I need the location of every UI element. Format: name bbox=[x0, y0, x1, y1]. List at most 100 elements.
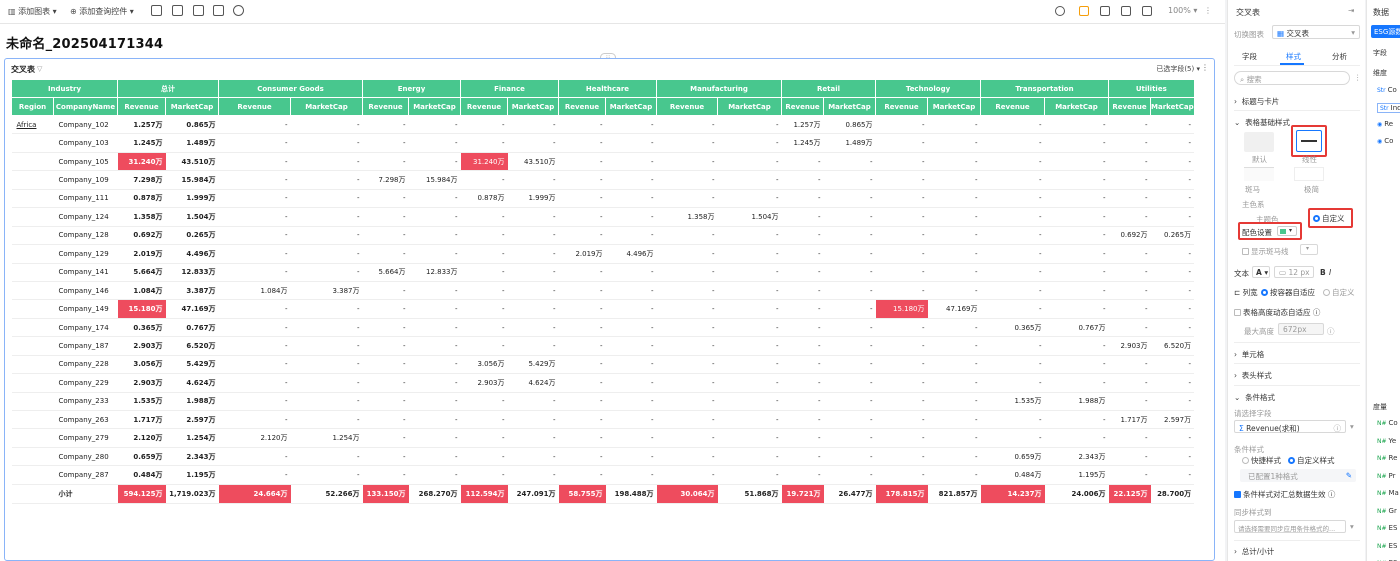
font-color-select[interactable]: A ▾ bbox=[1252, 266, 1270, 278]
style-line-thumb[interactable] bbox=[1296, 130, 1322, 152]
company-cell[interactable]: Company_149 bbox=[53, 299, 118, 319]
company-cell[interactable]: Company_287 bbox=[53, 465, 118, 485]
section-condition[interactable]: ⌄ 条件格式 bbox=[1234, 393, 1276, 402]
group-header[interactable]: Utilities bbox=[1108, 79, 1195, 98]
dim-field[interactable]: StrInd bbox=[1377, 103, 1400, 113]
revenue-header[interactable]: Revenue bbox=[460, 97, 508, 116]
marketcap-header[interactable]: MarketCap bbox=[823, 97, 876, 116]
section-basic-style[interactable]: ⌄ 表格基础样式 bbox=[1234, 118, 1291, 127]
more-icon[interactable]: ⋮ bbox=[1354, 73, 1362, 82]
table-row[interactable]: Company_124 1.358万 1.504万 - - - - - - - -1.358万 1.5… bbox=[11, 207, 1195, 227]
company-cell[interactable]: Company_102 bbox=[53, 115, 118, 135]
measure-field[interactable]: N#ES bbox=[1377, 524, 1398, 532]
company-cell[interactable]: Company_233 bbox=[53, 392, 118, 412]
company-cell[interactable]: Company_174 bbox=[53, 318, 118, 338]
revenue-header[interactable]: Revenue bbox=[218, 97, 291, 116]
company-cell[interactable]: Company_141 bbox=[53, 263, 118, 282]
table-row[interactable]: Company_111 0.878万 1.999万 - - - -0.878万 1.999万 -… bbox=[11, 189, 1195, 209]
add-filter-button[interactable]: ⊕ 添加查询控件 ▾ bbox=[70, 7, 134, 16]
group-header[interactable]: Retail bbox=[781, 79, 876, 98]
collapse-icon[interactable]: ⇥ bbox=[1348, 6, 1355, 15]
marketcap-header[interactable]: MarketCap bbox=[507, 97, 559, 116]
card-more-icon[interactable]: ⋮ bbox=[1201, 63, 1209, 72]
table-row[interactable]: Company_146 1.084万 3.387万 1.084万 3.387万 - - - - -… bbox=[11, 281, 1195, 301]
table-row[interactable]: Company_128 0.692万 0.265万 - - - - - - - - - - - - - - - -0… bbox=[11, 226, 1195, 246]
company-cell[interactable]: Company_187 bbox=[53, 336, 118, 356]
table-row[interactable]: Company_141 5.664万 12.833万 - -5.664万 12.833万 -… bbox=[11, 263, 1195, 282]
notification-icon[interactable] bbox=[1079, 6, 1089, 16]
section-title-card[interactable]: › 标题与卡片 bbox=[1234, 97, 1280, 106]
group-header[interactable]: Transportation bbox=[980, 79, 1109, 98]
quick-style-radio[interactable]: 快捷样式 bbox=[1242, 455, 1281, 466]
table-row[interactable]: Company_229 2.903万 4.624万 - - - -2.903万 4.624万 -… bbox=[11, 373, 1195, 393]
company-cell[interactable]: Company_279 bbox=[53, 428, 118, 448]
company-cell[interactable]: Company_146 bbox=[53, 281, 118, 301]
dim-field[interactable]: ◉ Re bbox=[1377, 120, 1394, 128]
measure-field[interactable]: N# Ma bbox=[1377, 489, 1399, 497]
group-header[interactable]: Consumer Goods bbox=[218, 79, 363, 98]
measure-field[interactable]: N# Gr bbox=[1377, 506, 1397, 515]
revenue-header[interactable]: Revenue bbox=[1108, 97, 1151, 116]
table-row[interactable]: Company_263 1.717万 2.597万 - - - - - - - - - - - - - - - -1… bbox=[11, 410, 1195, 430]
dim-field[interactable]: ◉ Co bbox=[1377, 137, 1394, 145]
style-default-thumb[interactable] bbox=[1244, 132, 1274, 152]
dropdown-icon[interactable]: ▾ bbox=[1350, 422, 1354, 431]
marketcap-header[interactable]: MarketCap bbox=[408, 97, 461, 116]
revenue-header[interactable]: Revenue bbox=[558, 97, 606, 116]
more-icon[interactable]: ⋮ bbox=[1204, 6, 1212, 15]
bold-icon[interactable]: B bbox=[1320, 268, 1326, 277]
zoom-select[interactable]: 100% ▾ bbox=[1168, 6, 1198, 15]
edit-icon[interactable]: ✎ bbox=[1345, 471, 1352, 480]
revenue-header[interactable]: Revenue bbox=[781, 97, 824, 116]
link-icon[interactable] bbox=[233, 5, 244, 16]
height-adapt-toggle[interactable]: 表格高度动态自适应 ⓘ bbox=[1234, 307, 1320, 318]
configured-format-row[interactable]: 已配置1种格式 ✎ bbox=[1240, 469, 1356, 482]
max-height-input[interactable]: 672px bbox=[1278, 323, 1324, 335]
refresh-icon[interactable] bbox=[1055, 6, 1065, 16]
revenue-header[interactable]: Revenue bbox=[362, 97, 409, 116]
table-row[interactable]: Company_129 2.019万 4.496万 - - - - - -2.019万 4.496… bbox=[11, 244, 1195, 264]
company-cell[interactable]: Company_280 bbox=[53, 447, 118, 467]
dropdown-icon[interactable]: ▾ bbox=[1350, 522, 1354, 531]
group-header[interactable]: Technology bbox=[875, 79, 981, 98]
add-chart-button[interactable]: ▥ 添加图表 ▾ bbox=[8, 7, 57, 16]
region-header[interactable]: Region bbox=[11, 97, 54, 116]
selected-fields-dropdown[interactable]: 已选字段(5) ▾ bbox=[1156, 65, 1200, 73]
company-cell[interactable]: Company_128 bbox=[53, 226, 118, 246]
summary-effective-toggle[interactable]: 条件样式对汇总数据生效 ⓘ bbox=[1234, 489, 1335, 500]
tab-style[interactable]: 样式 bbox=[1286, 52, 1301, 61]
table-row[interactable]: Company_103 1.245万 1.489万 - - - - - - - - - -1.245万 1… bbox=[11, 133, 1195, 153]
marketcap-header[interactable]: MarketCap bbox=[717, 97, 782, 116]
marketcap-header[interactable]: MarketCap bbox=[1150, 97, 1195, 116]
marketcap-header[interactable]: MarketCap bbox=[165, 97, 219, 116]
tab-fields[interactable]: 字段 bbox=[1242, 52, 1257, 61]
table-row[interactable]: Company_287 0.484万 1.195万 - - - - - - - - - - - - - -0.4… bbox=[11, 465, 1195, 485]
sync-select[interactable]: 请选择需要同步应用条件格式的... bbox=[1234, 520, 1346, 533]
section-total[interactable]: › 总计/小计 bbox=[1234, 547, 1275, 556]
company-cell[interactable]: Company_109 bbox=[53, 170, 118, 190]
save-icon[interactable] bbox=[1100, 6, 1110, 16]
tab-component-icon[interactable] bbox=[172, 5, 183, 16]
company-cell[interactable]: Company_103 bbox=[53, 133, 118, 153]
marketcap-header[interactable]: MarketCap bbox=[1044, 97, 1109, 116]
group-header[interactable]: Finance bbox=[460, 79, 559, 98]
company-cell[interactable]: Company_105 bbox=[53, 152, 118, 172]
company-cell[interactable]: Company_111 bbox=[53, 189, 118, 209]
chart-type-select[interactable]: ▦ 交叉表 ▾ bbox=[1272, 25, 1360, 39]
table-row[interactable]: Company_280 0.659万 2.343万 - - - - - - - - - - - - - -0.6… bbox=[11, 447, 1195, 467]
marketcap-header[interactable]: MarketCap bbox=[605, 97, 657, 116]
company-header[interactable]: CompanyName bbox=[53, 97, 118, 116]
condition-field-select[interactable]: Σ Revenue(求和) ⓘ bbox=[1234, 420, 1346, 433]
dim-field[interactable]: Str Co bbox=[1377, 86, 1397, 94]
col-custom-radio[interactable]: 自定义 bbox=[1323, 287, 1355, 298]
region-cell[interactable]: Africa bbox=[11, 115, 54, 135]
style-minimal-thumb[interactable] bbox=[1294, 167, 1324, 181]
company-cell[interactable]: Company_124 bbox=[53, 207, 118, 227]
company-cell[interactable]: Company_263 bbox=[53, 410, 118, 430]
table-row[interactable]: Company_109 7.298万 15.984万 - -7.298万 15.984万 -… bbox=[11, 170, 1195, 190]
group-header[interactable]: Healthcare bbox=[558, 79, 657, 98]
table-row[interactable]: Company_228 3.056万 5.429万 - - - -3.056万 5.429万 -… bbox=[11, 355, 1195, 375]
company-cell[interactable]: Company_228 bbox=[53, 355, 118, 375]
revenue-header[interactable]: Revenue bbox=[875, 97, 928, 116]
table-row[interactable]: Company_187 2.903万 6.520万 - - - - - - - - - - - - - - - -2… bbox=[11, 336, 1195, 356]
